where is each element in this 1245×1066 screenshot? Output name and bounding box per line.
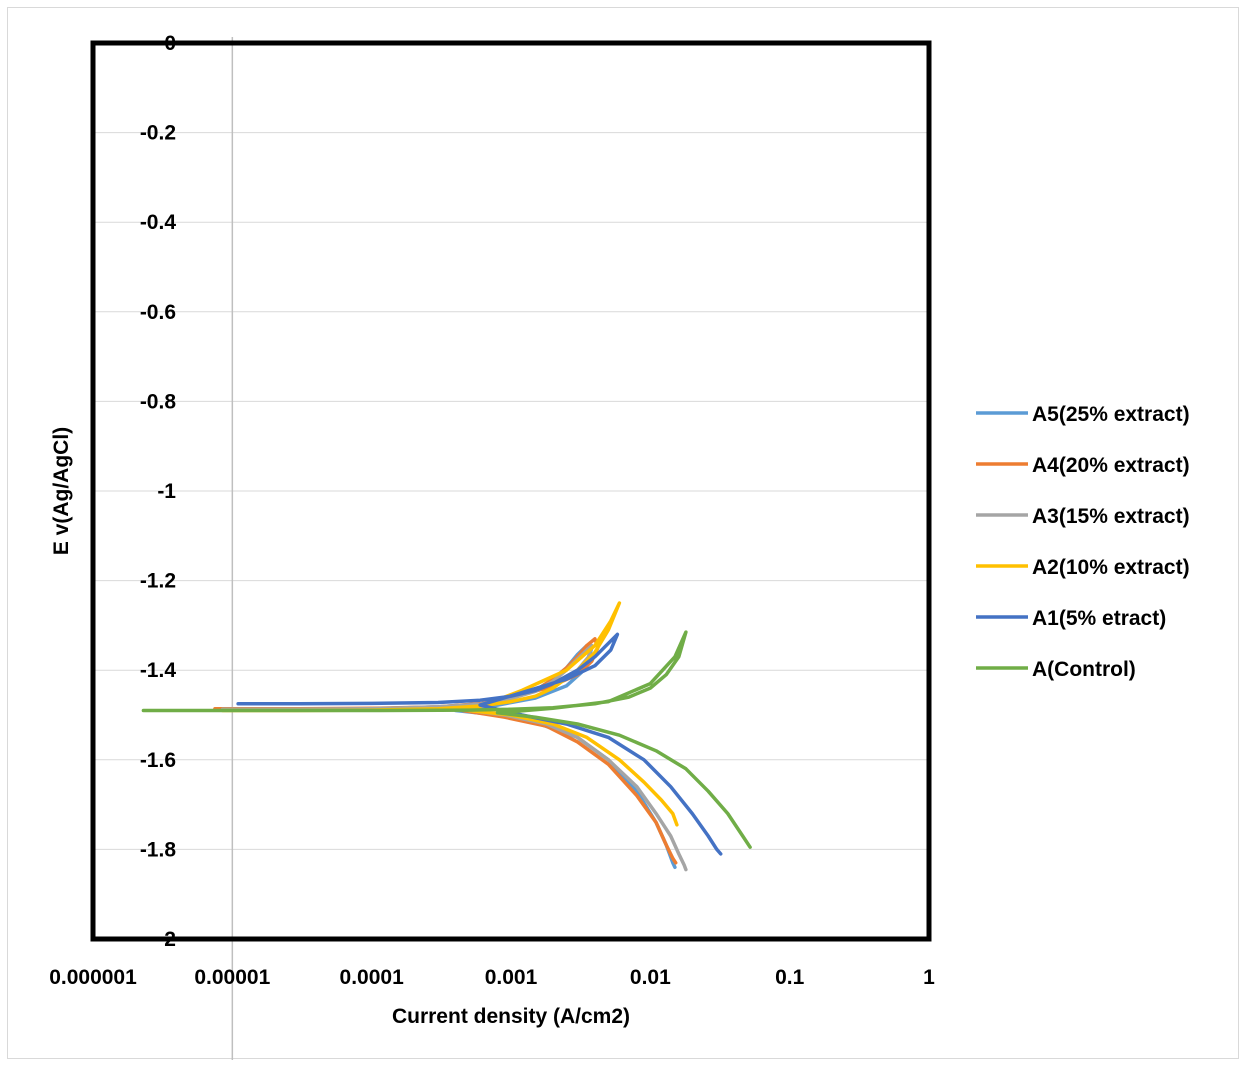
y-tick-label: -0.6 [140,301,176,324]
series-line-6 [141,630,752,849]
y-tick-label: 0 [164,32,176,55]
legend-label-1: A5(25% extract) [1032,403,1190,426]
y-tick-label: -1.4 [140,659,177,682]
legend-label-6: A(Control) [1032,658,1136,681]
y-tick-label: -0.2 [140,122,176,145]
series-line-1 [220,643,677,870]
y-tick-label: -1 [157,480,176,503]
x-axis-title: Current density (A/cm2) [392,1005,630,1028]
y-axis-title: E v(Ag/AgCl) [50,427,73,555]
chart-svg: 0 -0.2 -0.4 -0.6 -0.8 -1 -1.2 -1.4 -1.6 -1.8 -2 0.… [49,32,1190,1066]
legend: A5(25% extract) A4(20% extract) A3(15% ext… [976,403,1190,681]
legend-label-5: A1(5% etract) [1032,607,1166,630]
y-tick-label: -2 [157,928,176,951]
chart-area: 0 -0.2 -0.4 -0.6 -0.8 -1 -1.2 -1.4 -1.6 -1.8 -2 0.… [7,7,1239,1066]
grid-layer [93,37,929,1066]
y-tick-label: -0.4 [140,211,177,234]
legend-label-4: A2(10% extract) [1032,556,1190,579]
x-tick-label: 0.001 [485,966,538,989]
y-tick-label: -1.2 [140,570,176,593]
x-tick-label: 0.00001 [194,966,270,989]
x-tick-labels: 0.000001 0.00001 0.0001 0.001 0.01 0.1 1 [49,966,935,989]
x-tick-label: 0.0001 [340,966,405,989]
x-tick-label: 0.000001 [49,966,137,989]
y-tick-label: -1.8 [140,838,177,861]
series-line-5 [236,632,723,856]
legend-label-2: A4(20% extract) [1032,454,1190,477]
plot-frame [90,40,932,942]
x-tick-label: 1 [923,966,935,989]
x-tick-label: 0.1 [775,966,805,989]
y-tick-labels: 0 -0.2 -0.4 -0.6 -0.8 -1 -1.2 -1.4 -1.6 -1.8 -2 [140,32,177,951]
y-tick-label: -0.8 [140,390,177,413]
series-layer [141,601,752,872]
y-tick-label: -1.6 [140,749,176,772]
legend-label-3: A3(15% extract) [1032,505,1190,528]
x-tick-label: 0.01 [630,966,671,989]
series-line-4 [220,601,679,827]
